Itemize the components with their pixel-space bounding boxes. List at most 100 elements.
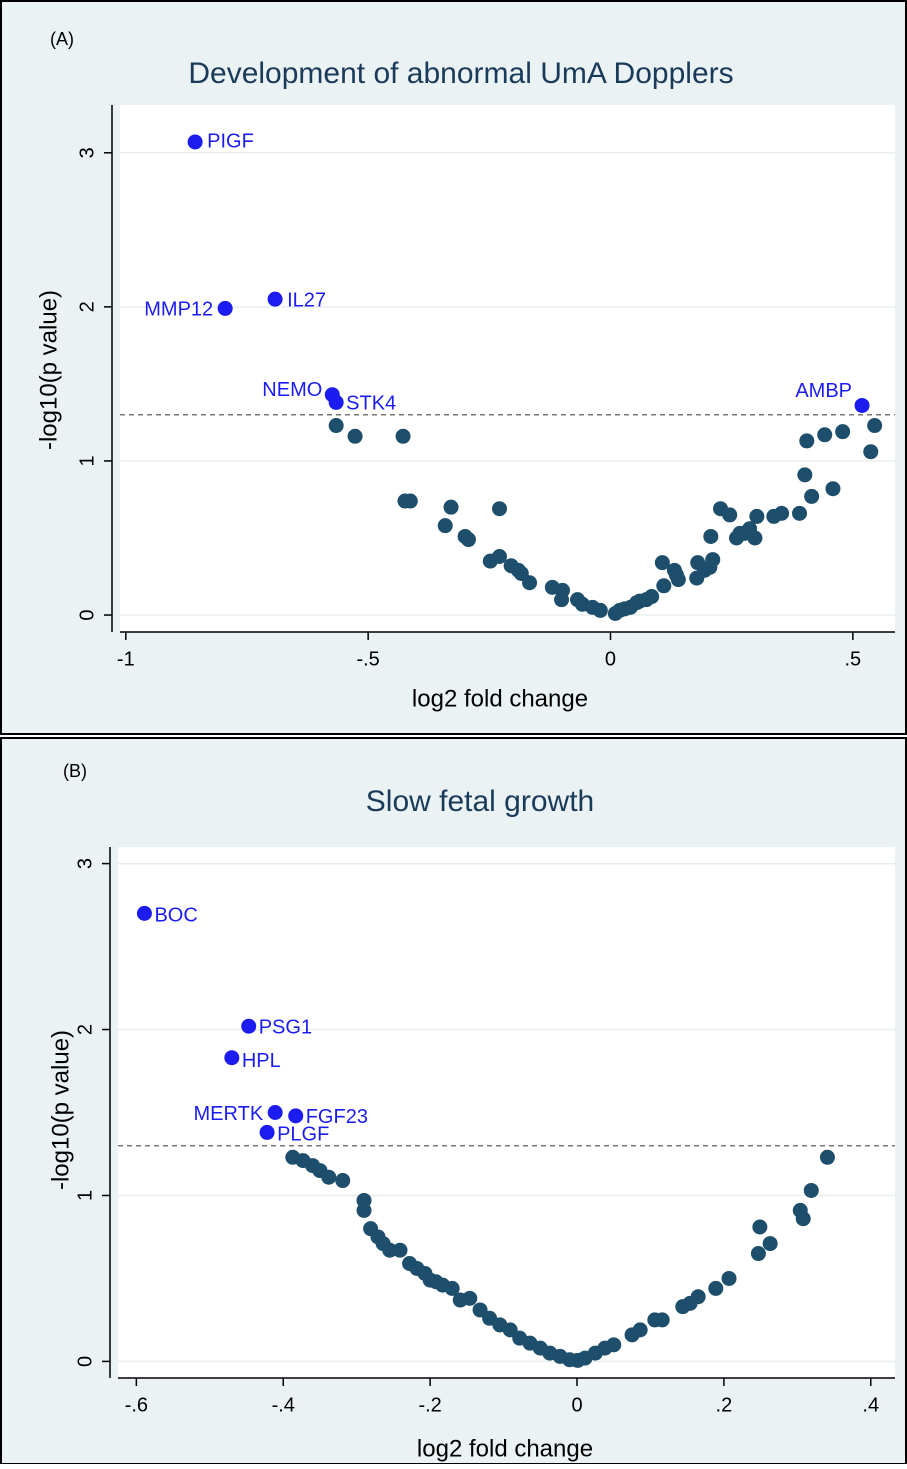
point (347, 428, 363, 444)
point (835, 424, 851, 440)
point (644, 589, 660, 605)
y-axis-label: -log10(p value) (47, 1030, 74, 1190)
x-axis-label: log2 fold change (412, 685, 588, 712)
point (321, 1169, 337, 1185)
point-label: STK4 (346, 393, 396, 415)
point (460, 532, 476, 548)
point (705, 552, 721, 568)
x-tick-label: .5 (844, 648, 861, 670)
point (241, 1018, 257, 1034)
point (328, 394, 344, 410)
point (654, 1312, 670, 1328)
point (690, 1289, 706, 1305)
x-tick-label: .4 (862, 1394, 879, 1416)
panel-label: (B) (63, 761, 87, 781)
x-axis-label: log2 fold change (417, 1435, 593, 1462)
point (747, 530, 763, 546)
point-label: NEMO (262, 379, 322, 401)
y-tick-label: 2 (76, 301, 98, 312)
x-tick-label: -.6 (125, 1394, 148, 1416)
x-tick-label: -.5 (356, 648, 379, 670)
point-label: IL27 (287, 289, 326, 311)
y-tick-label: 1 (76, 455, 98, 466)
point (722, 507, 738, 523)
panel-label: (A) (50, 29, 74, 49)
point-label: AMBP (795, 380, 852, 402)
chart-title: Development of abnormal UmA Dopplers (188, 57, 733, 90)
point (654, 555, 670, 571)
point-label: PSG1 (259, 1016, 312, 1038)
point (187, 134, 203, 150)
point (797, 467, 813, 483)
x-tick-label: -.2 (418, 1394, 441, 1416)
x-tick-label: 0 (605, 648, 616, 670)
x-tick-label: -.4 (272, 1394, 295, 1416)
point (863, 444, 879, 460)
point (356, 1202, 372, 1218)
point (592, 602, 608, 618)
point (382, 1242, 398, 1258)
point (437, 518, 453, 534)
point (288, 1108, 304, 1124)
point-label: PLGF (277, 1124, 329, 1146)
point (750, 1246, 766, 1262)
point (395, 428, 411, 444)
point (708, 1280, 724, 1296)
point (267, 1105, 283, 1120)
point (522, 575, 538, 591)
point-label: HPL (242, 1050, 281, 1072)
point (825, 481, 841, 497)
point (392, 1242, 408, 1258)
point (792, 505, 808, 521)
point (267, 291, 283, 307)
point (752, 1219, 768, 1235)
point (136, 905, 152, 921)
x-tick-label: -1 (117, 648, 135, 670)
point (606, 1337, 622, 1353)
point (867, 418, 883, 434)
y-axis-label: -log10(p value) (35, 290, 62, 450)
point (632, 1322, 648, 1338)
y-tick-label: 3 (74, 858, 96, 869)
point (795, 1211, 811, 1227)
point (762, 1236, 778, 1252)
point (402, 493, 418, 509)
point (259, 1124, 275, 1140)
x-tick-label: .2 (716, 1394, 733, 1416)
point-label: BOC (154, 905, 197, 927)
point (224, 1050, 240, 1066)
y-tick-label: 3 (76, 147, 98, 158)
point (335, 1173, 351, 1189)
point-label: MERTK (194, 1103, 264, 1125)
point (749, 508, 765, 524)
x-tick-label: 0 (571, 1394, 582, 1416)
point (819, 1149, 835, 1165)
point (703, 528, 719, 544)
point (554, 592, 570, 608)
plot-area (120, 105, 895, 632)
point (444, 1280, 460, 1296)
y-tick-label: 2 (74, 1024, 96, 1035)
point (670, 572, 686, 588)
y-tick-label: 0 (76, 609, 98, 620)
point (804, 488, 820, 504)
point (854, 397, 870, 413)
y-tick-label: 0 (74, 1356, 96, 1367)
point (803, 1182, 819, 1198)
y-tick-label: 1 (74, 1190, 96, 1201)
point (492, 548, 508, 564)
point (217, 300, 233, 316)
point (443, 499, 459, 515)
point (774, 505, 790, 521)
point (656, 578, 672, 594)
point-label: PIGF (207, 130, 254, 152)
point-label: MMP12 (144, 299, 213, 321)
point (492, 501, 508, 517)
point (817, 427, 833, 443)
chart-title: Slow fetal growth (366, 785, 594, 818)
point-label: FGF23 (306, 1106, 368, 1128)
point (462, 1290, 478, 1306)
point (721, 1270, 737, 1286)
point (799, 433, 815, 449)
